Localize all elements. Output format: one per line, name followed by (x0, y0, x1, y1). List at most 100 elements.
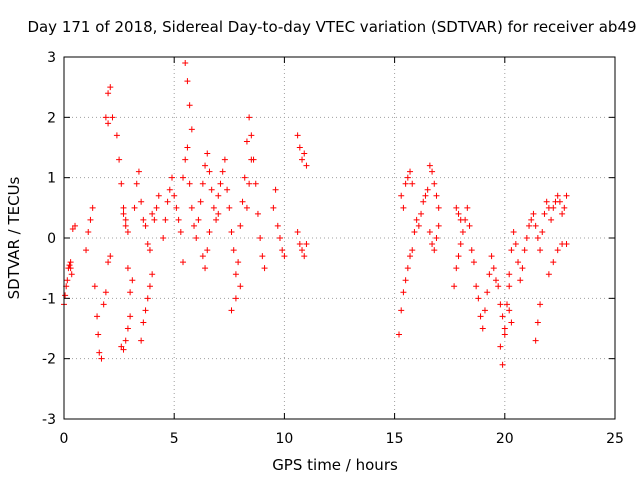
data-point (98, 355, 105, 362)
data-point (124, 228, 131, 235)
data-point (68, 271, 75, 278)
data-point (215, 192, 222, 199)
data-point (488, 253, 495, 260)
data-point (457, 241, 464, 248)
data-point (473, 283, 480, 290)
data-point (224, 186, 231, 193)
data-point (122, 337, 129, 344)
data-point (230, 247, 237, 254)
data-point (541, 210, 548, 217)
data-point (281, 253, 288, 260)
data-point (232, 295, 239, 302)
data-point (296, 144, 303, 151)
data-point (171, 192, 178, 199)
data-point (433, 192, 440, 199)
data-point (87, 216, 94, 223)
data-point (398, 192, 405, 199)
data-point (124, 265, 131, 272)
data-point (142, 307, 149, 314)
data-point (184, 144, 191, 151)
data-point (537, 301, 544, 308)
data-point (534, 319, 541, 326)
data-point (415, 222, 422, 229)
data-point (127, 289, 134, 296)
data-point (140, 216, 147, 223)
data-point (204, 247, 211, 254)
data-point (254, 210, 261, 217)
data-point (418, 210, 425, 217)
data-point (499, 361, 506, 368)
y-tick-label: 3 (47, 50, 56, 66)
data-point (497, 343, 504, 350)
data-point (261, 265, 268, 272)
x-tick-label: 0 (60, 431, 69, 447)
data-point (402, 180, 409, 187)
data-point (188, 126, 195, 133)
data-point (243, 138, 250, 145)
data-point (512, 241, 519, 248)
data-point (539, 228, 546, 235)
data-point (144, 241, 151, 248)
data-point (149, 210, 156, 217)
data-point (532, 337, 539, 344)
data-point (138, 198, 145, 205)
data-point (303, 162, 310, 169)
data-point (453, 204, 460, 211)
data-point (248, 156, 255, 163)
data-point (180, 174, 187, 181)
data-point (420, 198, 427, 205)
data-point (426, 162, 433, 169)
data-points (61, 60, 570, 368)
data-point (521, 247, 528, 254)
data-point (155, 192, 162, 199)
data-point (195, 216, 202, 223)
data-point (404, 265, 411, 272)
y-tick-label: -1 (42, 291, 56, 307)
data-point (550, 204, 557, 211)
data-point (116, 156, 123, 163)
data-point (501, 331, 508, 338)
data-point (294, 132, 301, 139)
data-point (107, 84, 114, 91)
data-point (453, 265, 460, 272)
data-point (166, 186, 173, 193)
data-point (435, 222, 442, 229)
data-point (426, 228, 433, 235)
data-point (228, 228, 235, 235)
data-point (199, 253, 206, 260)
data-point (122, 222, 129, 229)
data-point (517, 277, 524, 284)
data-point (186, 180, 193, 187)
data-point (182, 60, 189, 67)
data-point (64, 277, 71, 284)
data-point (113, 132, 120, 139)
data-point (270, 204, 277, 211)
data-point (248, 132, 255, 139)
data-point (296, 241, 303, 248)
data-point (131, 204, 138, 211)
data-point (232, 271, 239, 278)
data-point (191, 222, 198, 229)
data-point (492, 277, 499, 284)
data-point (556, 198, 563, 205)
data-point (400, 289, 407, 296)
data-point (537, 247, 544, 254)
data-point (530, 210, 537, 217)
data-point (208, 186, 215, 193)
data-point (407, 253, 414, 260)
data-point (164, 198, 171, 205)
data-point (404, 174, 411, 181)
data-point (62, 292, 69, 299)
data-point (303, 241, 310, 248)
data-point (107, 253, 114, 260)
data-point (120, 210, 127, 217)
data-point (66, 262, 73, 269)
data-point (490, 265, 497, 272)
data-point (424, 186, 431, 193)
data-point (102, 289, 109, 296)
data-point (105, 259, 112, 266)
data-point (67, 259, 74, 266)
data-point (504, 301, 511, 308)
data-point (409, 247, 416, 254)
